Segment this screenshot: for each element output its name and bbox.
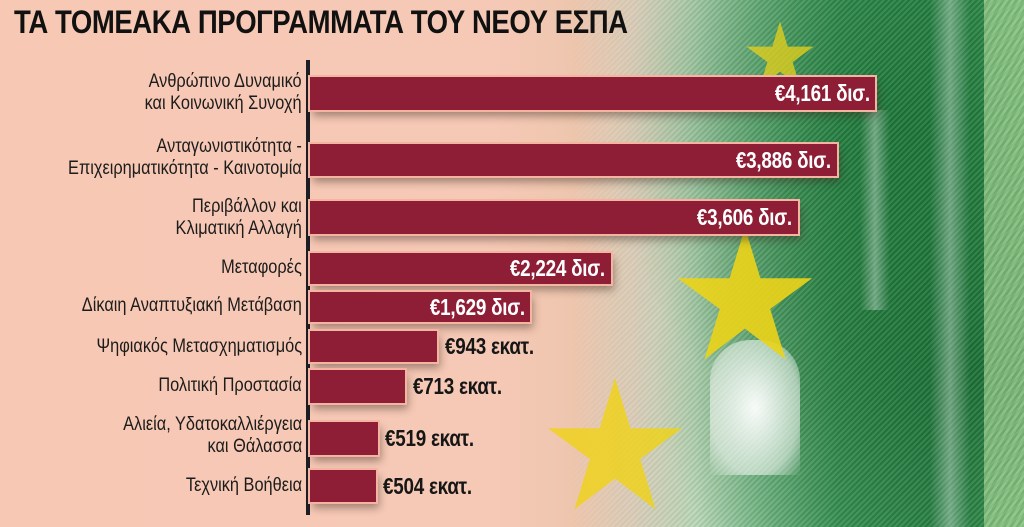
bar — [310, 77, 875, 110]
category-label: Ψηφιακός Μετασχηματισμός — [96, 336, 302, 358]
category-label-line: Ανθρώπινο Δυναμικό — [148, 71, 302, 92]
bar — [310, 144, 837, 176]
chart-title: ΤΑ ΤΟΜΕΑΚΑ ΠΡΟΓΡΑΜΜΑΤΑ ΤΟΥ ΝΕΟΥ ΕΣΠΑ — [14, 4, 628, 40]
banknote-arch-window — [710, 340, 800, 475]
bar — [310, 292, 530, 322]
bar — [310, 201, 798, 234]
eu-star-icon — [540, 375, 690, 515]
eu-star-icon — [745, 20, 815, 90]
bar-value-label: €2,224 δισ. — [509, 255, 605, 281]
eu-star-icon — [670, 225, 820, 365]
category-label: Ανταγωνιστικότητα - Επιχειρηματικότητα -… — [68, 136, 302, 180]
bar — [310, 470, 376, 502]
category-label-line: Ανταγωνιστικότητα - — [156, 136, 302, 157]
category-label: Ανθρώπινο Δυναμικό και Κοινωνική Συνοχή — [145, 71, 302, 115]
category-label-line: Πολιτική Προστασία — [158, 375, 302, 396]
banknote-edge-stripe — [984, 0, 1024, 527]
category-label-line: Επιχειρηματικότητα - Καινοτομία — [68, 158, 302, 179]
bar-value-label: €519 εκατ. — [385, 425, 474, 451]
category-label-line: Κλιματική Αλλαγή — [175, 218, 302, 239]
category-label: Περιβάλλον και Κλιματική Αλλαγή — [176, 196, 302, 240]
bar-value-label: €713 εκατ. — [413, 373, 502, 399]
category-label-line: και Κοινωνική Συνοχή — [144, 93, 302, 114]
category-label-line: Ψηφιακός Μετασχηματισμός — [96, 336, 302, 357]
category-label: Δίκαιη Αναπτυξιακή Μετάβαση — [82, 295, 302, 317]
category-label-line: Τεχνική Βοήθεια — [185, 475, 302, 496]
bar — [310, 253, 611, 284]
category-label: Τεχνική Βοήθεια — [186, 475, 302, 497]
bar — [310, 370, 405, 403]
y-axis-line — [306, 60, 310, 515]
category-label-line: Περιβάλλον και — [192, 196, 302, 217]
bar-value-label: €3,886 δισ. — [735, 147, 831, 173]
category-label: Πολιτική Προστασία — [159, 375, 302, 397]
bar-value-label: €4,161 δισ. — [774, 80, 870, 106]
category-label: Αλιεία, Υδατοκαλλιέργεια και Θάλασσα — [123, 414, 302, 458]
banknote-statue — [860, 110, 890, 310]
bar-value-label: €943 εκατ. — [445, 333, 534, 359]
category-label: Μεταφορές — [221, 257, 302, 279]
bar-value-label: €3,606 δισ. — [696, 204, 792, 230]
category-label-line: και Θάλασσα — [207, 436, 302, 457]
bar — [310, 331, 437, 362]
category-label-line: Μεταφορές — [221, 257, 302, 278]
category-label-line: Δίκαιη Αναπτυξιακή Μετάβαση — [82, 295, 302, 316]
category-label-line: Αλιεία, Υδατοκαλλιέργεια — [122, 414, 302, 435]
bar — [310, 422, 378, 455]
bar-value-label: €1,629 δισ. — [429, 294, 525, 320]
banknote-pillar — [930, 0, 970, 527]
bar-value-label: €504 εκατ. — [383, 473, 472, 499]
